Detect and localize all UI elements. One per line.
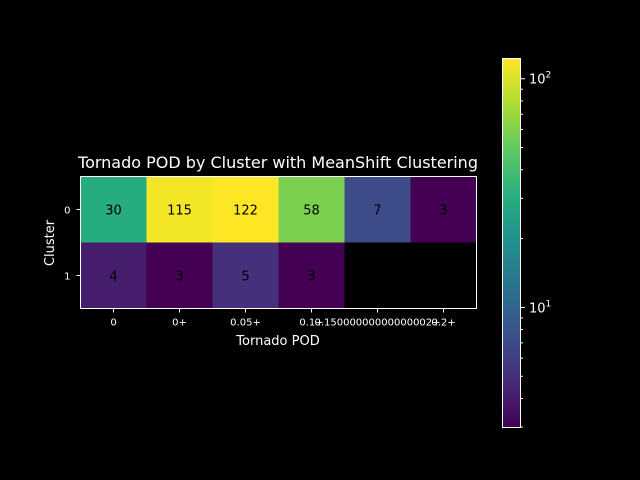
y-axis-label: Cluster — [43, 219, 58, 266]
x-tick-label: 0 — [110, 318, 116, 329]
x-axis-label: Tornado POD — [235, 334, 319, 349]
cell-value-label: 115 — [167, 204, 192, 219]
cell-value-label: 122 — [233, 204, 258, 219]
heatmap-cell — [278, 176, 345, 243]
colorbar-tick-label: 101 — [529, 299, 551, 316]
heatmap-cell — [80, 176, 147, 243]
x-axis-ticks: 0 0+ 0.05+ 0.1+0.15000000000000002+0.2+ — [110, 308, 456, 329]
y-tick-label: 1 — [64, 272, 70, 283]
chart-title: Tornado POD by Cluster with MeanShift Cl… — [77, 153, 478, 172]
x-tick-label: 0.15000000000000002+ — [314, 318, 440, 329]
x-tick-label: 0+ — [172, 318, 187, 329]
y-tick-label: 0 — [64, 206, 70, 217]
x-tick-label: 0.2+ — [431, 318, 455, 329]
heatmap-cell — [344, 242, 411, 309]
colorbar-ticks: 102 101 — [521, 71, 551, 428]
heatmap-cell — [146, 242, 213, 309]
heatmap-cell — [146, 176, 213, 243]
heatmap-cell — [80, 242, 147, 309]
cell-value-label: 4 — [109, 270, 117, 285]
colorbar — [503, 59, 520, 427]
cell-value-label: 3 — [439, 204, 447, 219]
heatmap-cell-labels: 30 115 122 58 7 3 4 3 5 3 — [105, 204, 447, 285]
heatmap-cell — [212, 176, 279, 243]
y-axis-ticks: 01 — [64, 206, 81, 283]
plot-frame — [80, 176, 477, 309]
heatmap-cell — [410, 242, 477, 309]
cell-value-label: 3 — [307, 270, 315, 285]
x-tick-label: 0.1+ — [299, 318, 323, 329]
cell-value-label: 3 — [175, 270, 183, 285]
colorbar-tick-label: 102 — [529, 71, 551, 88]
heatmap-cell — [410, 176, 477, 243]
cell-value-label: 58 — [303, 204, 320, 219]
cell-value-label: 7 — [373, 204, 381, 219]
cell-value-label: 5 — [241, 270, 249, 285]
heatmap-cell — [344, 176, 411, 243]
cell-value-label: 30 — [105, 204, 122, 219]
heatmap-cell — [278, 242, 345, 309]
heatmap-cells — [80, 176, 477, 309]
colorbar-frame — [502, 58, 521, 428]
x-tick-label: 0.05+ — [230, 318, 261, 329]
heatmap-cell — [212, 242, 279, 309]
